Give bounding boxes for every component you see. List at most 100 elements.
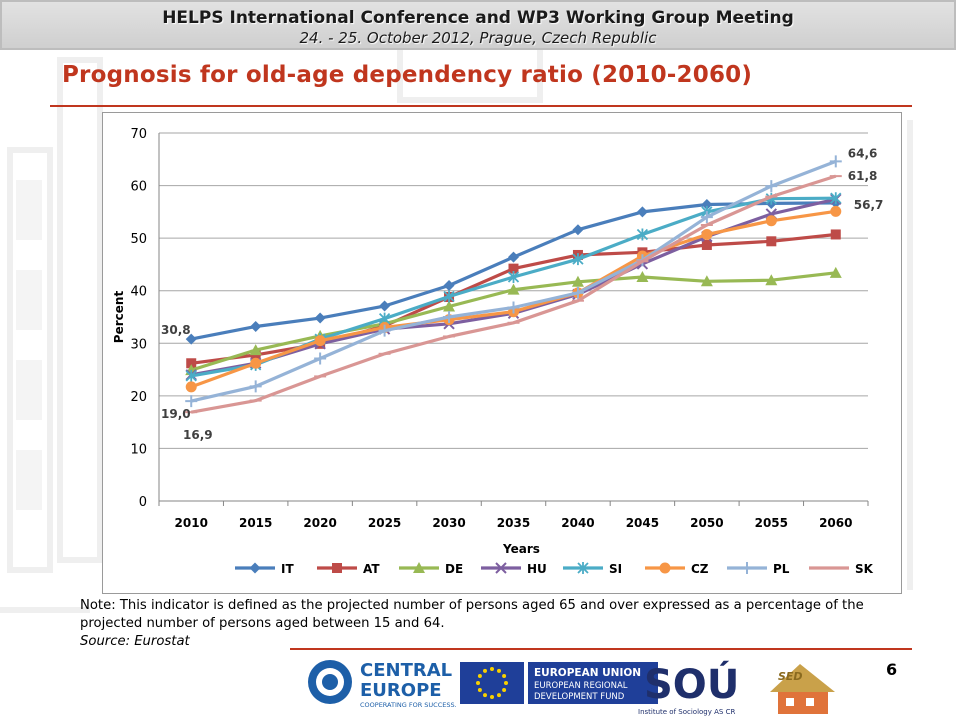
x-tick-label: 2020 — [303, 516, 336, 530]
data-point — [636, 228, 649, 241]
legend-item-de: DE — [399, 562, 463, 576]
x-tick-label: 2055 — [755, 516, 788, 530]
eu-star — [497, 668, 501, 673]
sou-wordmark: SOÚ — [644, 660, 739, 708]
data-point — [765, 180, 778, 193]
series-de — [185, 266, 842, 376]
sou-subtitle: Institute of Sociology AS CR — [638, 708, 735, 716]
data-point — [185, 369, 197, 382]
x-tick-label: 2025 — [368, 516, 401, 530]
conference-banner: HELPS International Conference and WP3 W… — [0, 0, 956, 50]
data-point — [185, 333, 197, 345]
conference-dates: 24. - 25. October 2012, Prague, Czech Re… — [299, 29, 657, 47]
legend-item-sk: SK — [809, 562, 874, 576]
data-point — [332, 563, 342, 573]
data-label: 64,6 — [848, 146, 878, 160]
legend-item-it: IT — [235, 562, 294, 576]
y-tick-label: 50 — [130, 232, 147, 247]
eu-star — [483, 668, 487, 673]
data-label: 56,7 — [854, 198, 884, 212]
data-point — [830, 192, 842, 205]
data-point — [700, 211, 713, 224]
central-europe-line1: CENTRAL — [360, 660, 452, 681]
y-tick-label: 30 — [130, 337, 147, 352]
legend-label: PL — [773, 562, 790, 576]
page-number: 6 — [886, 660, 898, 679]
legend-item-hu: HU — [481, 562, 547, 576]
data-point — [495, 562, 507, 574]
eu-star — [504, 681, 508, 685]
eu-star — [477, 688, 482, 692]
data-point — [571, 286, 584, 299]
central-europe-logo: CENTRAL EUROPE COOPERATING FOR SUCCESS. — [308, 660, 457, 709]
conference-title: HELPS International Conference and WP3 W… — [162, 8, 794, 28]
data-point — [507, 301, 520, 314]
x-tick-label: 2050 — [690, 516, 723, 530]
data-label: 30,8 — [161, 323, 191, 337]
data-point — [659, 562, 671, 574]
data-label: 19,0 — [161, 407, 191, 421]
data-point — [443, 311, 456, 323]
data-point — [314, 352, 327, 365]
data-point — [577, 562, 589, 574]
data-point — [413, 562, 425, 573]
x-tick-label: 2040 — [561, 516, 594, 530]
x-tick-label: 2030 — [432, 516, 465, 530]
x-tick-label: 2035 — [497, 516, 530, 530]
data-point — [572, 224, 584, 236]
data-point — [508, 263, 519, 274]
chart-frame: 0 10 20 30 40 50 60 70 2010 2015 2020 2025 2030 2035 2… — [102, 112, 902, 594]
eu-star — [490, 695, 494, 699]
series-sk — [185, 174, 842, 414]
eu-flag-logo: EUROPEAN UNION EUROPEAN REGIONAL DEVELOP… — [460, 662, 658, 704]
data-point — [701, 239, 712, 250]
series-line — [190, 209, 837, 389]
data-point — [572, 253, 584, 266]
note-text: Note: This indicator is defined as the p… — [80, 598, 864, 631]
y-tick-label: 60 — [130, 180, 147, 195]
data-point — [636, 271, 649, 283]
central-europe-line2: EUROPE — [360, 680, 442, 701]
series-it — [185, 197, 842, 345]
data-point — [314, 335, 326, 347]
x-tick-label: 2060 — [819, 516, 852, 530]
legend-item-si: SI — [563, 562, 622, 576]
data-point — [379, 300, 391, 312]
eu-star — [477, 674, 482, 678]
data-point — [314, 312, 326, 324]
data-point — [443, 290, 455, 303]
eu-star — [497, 693, 501, 698]
series-pl — [185, 155, 842, 408]
y-tick-label: 70 — [130, 127, 147, 142]
eu-star — [502, 674, 507, 678]
central-europe-line3: COOPERATING FOR SUCCESS. — [360, 701, 457, 709]
data-point — [250, 320, 262, 332]
data-point — [186, 358, 197, 369]
data-point — [830, 229, 841, 240]
legend-label: SI — [609, 562, 622, 576]
legend-label: AT — [363, 562, 380, 576]
data-point — [249, 344, 262, 356]
title-divider — [50, 105, 912, 107]
y-axis-title: Percent — [112, 291, 126, 344]
data-point — [765, 274, 778, 286]
data-point — [636, 206, 648, 218]
data-point — [700, 275, 713, 287]
data-point — [378, 324, 391, 337]
data-point — [507, 271, 520, 284]
sou-logo: SOÚ Institute of Sociology AS CR — [638, 660, 739, 716]
eu-star — [502, 688, 507, 692]
data-point — [250, 357, 262, 369]
y-tick-label: 0 — [139, 495, 147, 510]
data-point — [701, 198, 713, 210]
y-tick-label: 20 — [130, 390, 147, 405]
x-tick-label: 2010 — [175, 516, 208, 530]
legend-item-cz: CZ — [645, 562, 709, 576]
eu-line1: EUROPEAN UNION — [534, 667, 641, 679]
data-point — [701, 228, 713, 240]
x-axis-title: Years — [502, 542, 540, 556]
slide-title: Prognosis for old-age dependency ratio (… — [62, 62, 753, 88]
data-point — [829, 155, 842, 168]
